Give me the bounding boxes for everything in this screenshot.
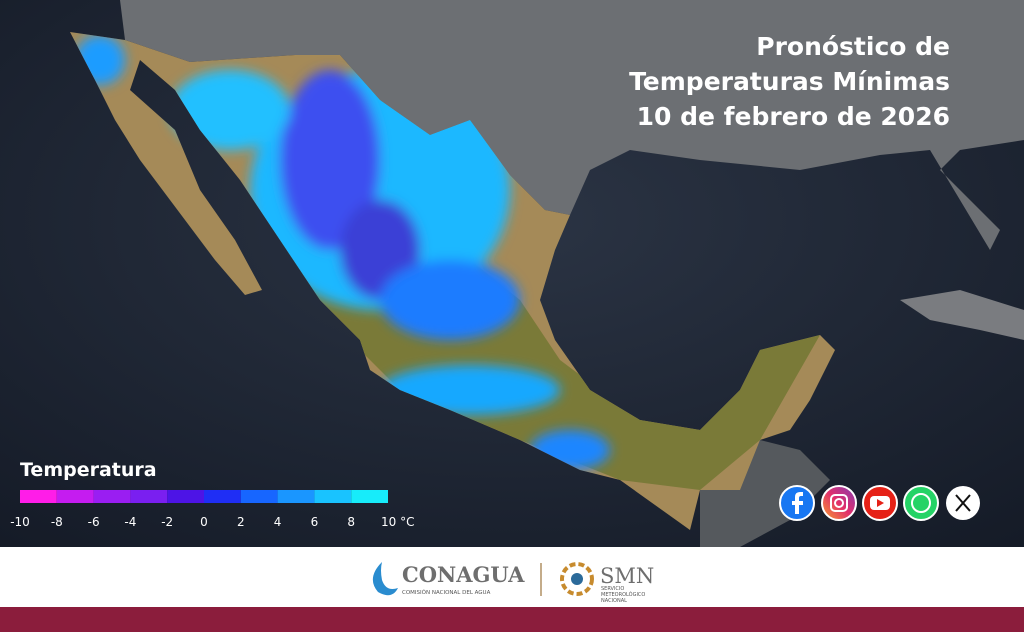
smn-subtitle: NACIONAL [601, 598, 627, 604]
youtube[interactable] [862, 485, 898, 521]
smn-subtitle: METEOROLÓGICO [601, 591, 645, 598]
legend-swatch [351, 490, 388, 503]
x[interactable] [946, 486, 980, 520]
conagua-icon [372, 562, 398, 596]
legend-tick-label: -4 [124, 515, 136, 529]
legend-tick-label: 10 °C [381, 515, 414, 529]
footer [0, 547, 1024, 607]
smn-name: SMN [600, 564, 654, 588]
legend-swatch [204, 490, 241, 503]
instagram[interactable] [821, 485, 857, 521]
legend-swatch [314, 490, 352, 503]
legend-tick-label: -6 [88, 515, 100, 529]
smn-icon-center [571, 573, 583, 585]
legend-swatch [240, 490, 278, 503]
legend-tick-label: 0 [200, 515, 208, 529]
conagua-subtitle: COMISIÓN NACIONAL DEL AGUA [402, 589, 491, 596]
whatsapp[interactable] [903, 485, 939, 521]
footer-band [0, 607, 1024, 632]
legend-title: Temperatura [20, 459, 157, 481]
legend: Temperatura -10 -8 -6 -4 -2 0 2 4 6 8 10 °C [10, 459, 414, 529]
cold-areas [75, 35, 610, 470]
legend-swatch [56, 490, 94, 503]
legend-swatch [130, 490, 168, 503]
smn-logo: SMN SERVICIO METEOROLÓGICO NACIONAL [560, 562, 654, 604]
facebook[interactable] [779, 485, 815, 521]
us-land [120, 0, 1024, 250]
legend-tick-label: 4 [274, 515, 282, 529]
legend-swatch [93, 490, 131, 503]
smn-icon [560, 562, 594, 596]
legend-swatch [20, 490, 57, 503]
legend-tick-label: -2 [161, 515, 173, 529]
title: Pronóstico de Temperaturas Mínimas 10 de… [629, 32, 950, 131]
legend-tick-label: 8 [347, 515, 355, 529]
title-line: 10 de febrero de 2026 [637, 102, 950, 131]
conagua-name: CONAGUA [402, 562, 525, 587]
smn-subtitle: SERVICIO [601, 586, 624, 592]
legend-tick-label: 2 [237, 515, 245, 529]
legend-tick-label: 6 [311, 515, 319, 529]
legend-swatch [167, 490, 204, 503]
title-line: Temperaturas Mínimas [629, 67, 950, 96]
social-icons [779, 485, 980, 521]
legend-tick-label: -8 [51, 515, 63, 529]
conagua-logo: CONAGUA COMISIÓN NACIONAL DEL AGUA [372, 562, 525, 596]
cuba [900, 290, 1024, 340]
legend-tick-label: -10 [10, 515, 30, 529]
legend-swatch [277, 490, 315, 503]
title-line: Pronóstico de [756, 32, 950, 61]
